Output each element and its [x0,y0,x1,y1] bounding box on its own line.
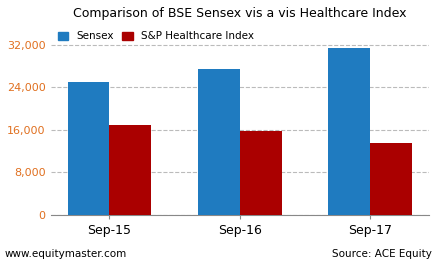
Text: www.equitymaster.com: www.equitymaster.com [4,249,126,259]
Bar [328,48,370,215]
Bar [240,131,282,215]
Bar [109,125,151,215]
Legend: Sensex, S&P Healthcare Index: Sensex, S&P Healthcare Index [56,29,256,43]
Bar [198,69,240,215]
Text: Source: ACE Equity: Source: ACE Equity [332,249,432,259]
Bar [68,82,109,215]
Bar [370,143,412,215]
Title: Comparison of BSE Sensex vis a vis Healthcare Index: Comparison of BSE Sensex vis a vis Healt… [73,7,406,20]
